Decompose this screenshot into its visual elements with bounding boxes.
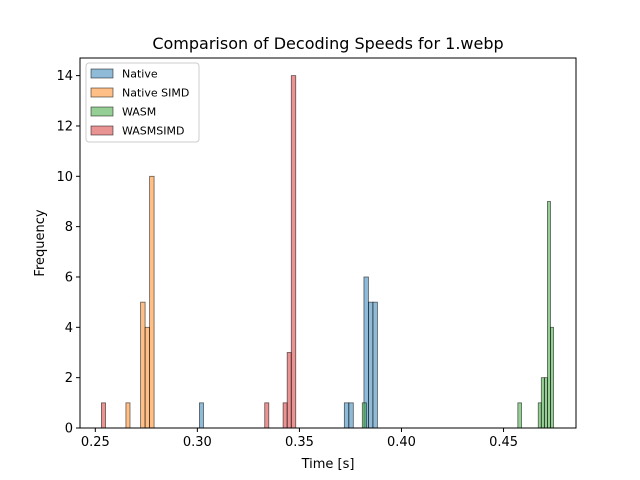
series-native-simd bbox=[125, 175, 155, 429]
y-tick-label: 14 bbox=[56, 69, 73, 84]
legend-label: Native bbox=[122, 68, 158, 81]
histogram-bar bbox=[361, 402, 367, 429]
y-tick-label: 2 bbox=[65, 371, 73, 386]
y-axis-ticks: 0 2 4 6 8 10 12 14 bbox=[56, 69, 80, 437]
legend-swatch bbox=[90, 68, 114, 79]
legend: Native Native SIMD WASM WASMSIMD bbox=[85, 62, 200, 143]
y-axis-label: Frequency bbox=[33, 209, 48, 276]
legend-label: WASMSIMD bbox=[122, 125, 184, 138]
x-tick-label: 0.45 bbox=[489, 435, 518, 450]
y-tick-label: 12 bbox=[56, 119, 73, 134]
x-axis-label: Time [s] bbox=[301, 457, 355, 472]
histogram-bar bbox=[199, 402, 204, 429]
histogram-bar bbox=[517, 402, 522, 429]
x-tick-label: 0.30 bbox=[183, 435, 212, 450]
histogram-bar bbox=[264, 402, 270, 429]
histogram-bar bbox=[343, 402, 350, 429]
x-axis-ticks: 0.25 0.30 0.35 0.40 0.45 bbox=[81, 428, 518, 450]
histogram-bar bbox=[540, 377, 545, 429]
histogram-bar bbox=[348, 402, 354, 429]
histogram-bar bbox=[140, 301, 146, 429]
histogram-bar bbox=[372, 301, 378, 429]
histogram-bar bbox=[543, 377, 548, 429]
y-tick-label: 8 bbox=[65, 220, 73, 235]
series-wasm bbox=[361, 201, 554, 429]
x-tick-label: 0.25 bbox=[81, 435, 110, 450]
histogram-bar bbox=[368, 301, 374, 429]
legend-label: Native SIMD bbox=[122, 87, 189, 100]
y-tick-label: 6 bbox=[65, 270, 73, 285]
chart-title: Comparison of Decoding Speeds for 1.webp bbox=[152, 34, 503, 53]
legend-items: Native Native SIMD WASM WASMSIMD bbox=[90, 68, 189, 138]
histogram-bar bbox=[144, 326, 151, 429]
y-tick-label: 0 bbox=[65, 422, 73, 437]
y-tick-label: 4 bbox=[65, 321, 73, 336]
histogram-bar bbox=[547, 201, 551, 429]
histogram-bar bbox=[101, 402, 106, 429]
histogram-bar bbox=[125, 402, 131, 429]
legend-swatch bbox=[90, 125, 114, 136]
legend-label: WASM bbox=[122, 106, 156, 119]
x-tick-label: 0.35 bbox=[285, 435, 314, 450]
bars-layer bbox=[101, 75, 554, 429]
histogram-bar bbox=[537, 402, 542, 429]
plot-frame bbox=[79, 57, 577, 429]
histogram-bar bbox=[286, 352, 292, 429]
histogram-bar bbox=[149, 175, 155, 429]
y-tick-label: 10 bbox=[56, 170, 73, 185]
legend-swatch bbox=[90, 106, 114, 117]
histogram-bar bbox=[550, 326, 554, 429]
legend-frame bbox=[85, 62, 200, 143]
x-tick-label: 0.40 bbox=[387, 435, 416, 450]
legend-swatch bbox=[90, 87, 114, 98]
histogram-bar bbox=[282, 402, 288, 429]
histogram-bar bbox=[290, 75, 297, 429]
